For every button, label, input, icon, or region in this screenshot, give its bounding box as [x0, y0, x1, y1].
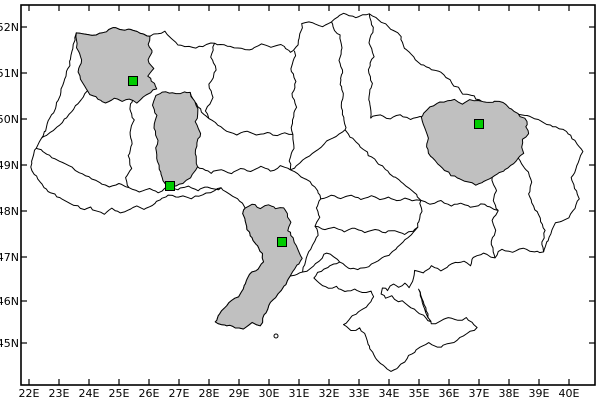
y-tick-label: 46N [0, 295, 19, 308]
x-tick-label: 24E [79, 387, 100, 400]
x-tick-label: 36E [439, 387, 460, 400]
x-tick-label: 37E [469, 387, 490, 400]
region-border [331, 21, 347, 130]
location-marker-icon [128, 76, 138, 86]
y-tick-label: 45N [0, 337, 19, 350]
region-border [290, 169, 322, 273]
map-layer [30, 12, 584, 372]
region-border [339, 226, 419, 271]
axes-box [20, 4, 596, 386]
region-border [370, 114, 422, 120]
region-border [314, 200, 423, 235]
region-border [517, 157, 546, 252]
x-tick-label: 38E [499, 387, 520, 400]
y-tick-label: 48N [0, 205, 19, 218]
shaded-region-east [420, 98, 530, 186]
region-border [367, 13, 375, 119]
x-tick-label: 22E [19, 387, 40, 400]
x-tick-label: 28E [199, 387, 220, 400]
region-border [125, 95, 135, 189]
small-island [273, 333, 279, 339]
region-border [491, 177, 499, 211]
x-tick-label: 30E [259, 387, 280, 400]
x-tick-label: 40E [559, 387, 580, 400]
region-border [490, 210, 499, 259]
region-border [204, 42, 217, 119]
location-marker-icon [474, 119, 484, 129]
region-border [36, 147, 130, 189]
y-tick-label: 47N [0, 251, 19, 264]
y-tick-label: 51N [0, 67, 19, 80]
x-tick-label: 26E [139, 387, 160, 400]
region-border [288, 50, 298, 170]
region-border [197, 165, 291, 175]
y-tick-label: 50N [0, 113, 19, 126]
y-tick-label: 52N [0, 21, 19, 34]
region-border [208, 118, 293, 137]
region-border [41, 90, 88, 139]
region-border [344, 129, 422, 201]
region-border [290, 129, 346, 171]
x-tick-label: 29E [229, 387, 250, 400]
shaded-region-west-central [152, 91, 202, 188]
region-border [420, 199, 499, 211]
x-tick-label: 39E [529, 387, 550, 400]
x-tick-label: 34E [379, 387, 400, 400]
shaded-region-northwest [75, 27, 158, 104]
location-marker-icon [165, 181, 175, 191]
x-tick-label: 35E [409, 387, 430, 400]
x-tick-label: 23E [49, 387, 70, 400]
region-border [128, 185, 169, 194]
y-tick-label: 49N [0, 159, 19, 172]
x-tick-label: 32E [319, 387, 340, 400]
location-marker-icon [277, 237, 287, 247]
shaded-region-south [214, 203, 303, 330]
x-tick-label: 27E [169, 387, 190, 400]
x-tick-label: 33E [349, 387, 370, 400]
region-border [320, 194, 421, 202]
x-tick-label: 31E [289, 387, 310, 400]
x-tick-label: 25E [109, 387, 130, 400]
region-border [167, 185, 222, 192]
